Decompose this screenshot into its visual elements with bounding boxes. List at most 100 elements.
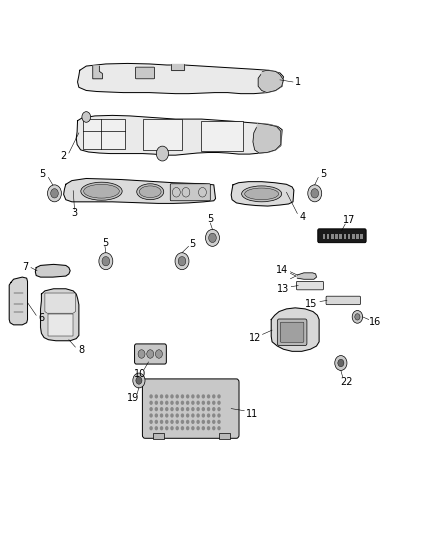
Circle shape — [165, 394, 169, 399]
Circle shape — [196, 394, 200, 399]
Circle shape — [160, 414, 163, 418]
Polygon shape — [9, 277, 28, 325]
Circle shape — [176, 414, 179, 418]
Circle shape — [207, 426, 210, 430]
Circle shape — [176, 419, 179, 424]
FancyBboxPatch shape — [142, 379, 239, 438]
Text: 5: 5 — [39, 169, 46, 179]
Circle shape — [212, 414, 215, 418]
Circle shape — [133, 373, 145, 388]
Circle shape — [186, 426, 189, 430]
FancyBboxPatch shape — [134, 344, 166, 364]
Ellipse shape — [81, 182, 122, 200]
Bar — [344, 233, 346, 239]
Circle shape — [212, 401, 215, 405]
Text: 7: 7 — [22, 262, 28, 271]
Circle shape — [217, 426, 221, 430]
Polygon shape — [297, 273, 317, 279]
Circle shape — [170, 414, 174, 418]
Circle shape — [160, 394, 163, 399]
Polygon shape — [271, 308, 319, 351]
FancyBboxPatch shape — [135, 67, 155, 79]
Circle shape — [186, 394, 189, 399]
Polygon shape — [78, 63, 283, 94]
Circle shape — [186, 414, 189, 418]
Circle shape — [201, 414, 205, 418]
Text: 11: 11 — [246, 409, 258, 419]
Circle shape — [138, 350, 145, 358]
Text: 6: 6 — [39, 313, 45, 324]
Text: 16: 16 — [369, 317, 381, 327]
Circle shape — [191, 407, 194, 411]
Circle shape — [173, 188, 180, 197]
Circle shape — [182, 188, 190, 197]
Circle shape — [196, 414, 200, 418]
Circle shape — [170, 401, 174, 405]
Polygon shape — [76, 115, 282, 155]
Circle shape — [165, 407, 169, 411]
Circle shape — [308, 185, 322, 202]
Text: 12: 12 — [249, 333, 261, 343]
Polygon shape — [93, 66, 102, 79]
Circle shape — [155, 394, 158, 399]
Circle shape — [201, 426, 205, 430]
Text: 2: 2 — [60, 151, 67, 161]
Circle shape — [165, 419, 169, 424]
Text: 14: 14 — [276, 265, 288, 274]
Circle shape — [212, 419, 215, 424]
Bar — [153, 433, 164, 439]
Text: 22: 22 — [341, 376, 353, 386]
Polygon shape — [48, 314, 73, 336]
Text: 13: 13 — [277, 284, 290, 294]
Circle shape — [191, 426, 194, 430]
Circle shape — [191, 414, 194, 418]
FancyBboxPatch shape — [297, 281, 323, 290]
Bar — [335, 233, 338, 239]
Circle shape — [217, 401, 221, 405]
Text: 8: 8 — [78, 345, 84, 356]
Circle shape — [82, 112, 91, 122]
Circle shape — [170, 394, 174, 399]
Polygon shape — [143, 119, 182, 150]
Circle shape — [165, 401, 169, 405]
Text: 5: 5 — [102, 238, 108, 248]
Text: 5: 5 — [189, 239, 195, 249]
Bar — [339, 233, 342, 239]
Circle shape — [149, 414, 153, 418]
Text: 10: 10 — [134, 369, 146, 378]
Circle shape — [181, 426, 184, 430]
Circle shape — [160, 419, 163, 424]
Circle shape — [201, 419, 205, 424]
Circle shape — [155, 350, 162, 358]
Polygon shape — [171, 64, 184, 70]
Text: 15: 15 — [305, 298, 318, 309]
Circle shape — [201, 407, 205, 411]
Circle shape — [181, 414, 184, 418]
Circle shape — [196, 401, 200, 405]
Text: 17: 17 — [343, 215, 356, 225]
Polygon shape — [258, 70, 283, 93]
Bar — [322, 233, 325, 239]
Circle shape — [170, 426, 174, 430]
Circle shape — [165, 414, 169, 418]
Circle shape — [149, 426, 153, 430]
Text: 3: 3 — [71, 208, 78, 219]
Text: 5: 5 — [320, 169, 327, 179]
Circle shape — [176, 401, 179, 405]
Ellipse shape — [84, 184, 119, 198]
Polygon shape — [253, 123, 281, 153]
Text: 19: 19 — [127, 393, 139, 403]
Circle shape — [355, 314, 360, 320]
Text: 4: 4 — [300, 212, 306, 222]
Circle shape — [186, 419, 189, 424]
Ellipse shape — [242, 186, 282, 202]
Circle shape — [170, 407, 174, 411]
Circle shape — [165, 426, 169, 430]
Bar — [352, 233, 355, 239]
Polygon shape — [231, 182, 294, 206]
Circle shape — [149, 419, 153, 424]
Circle shape — [217, 419, 221, 424]
Circle shape — [207, 394, 210, 399]
Circle shape — [207, 407, 210, 411]
Circle shape — [217, 394, 221, 399]
